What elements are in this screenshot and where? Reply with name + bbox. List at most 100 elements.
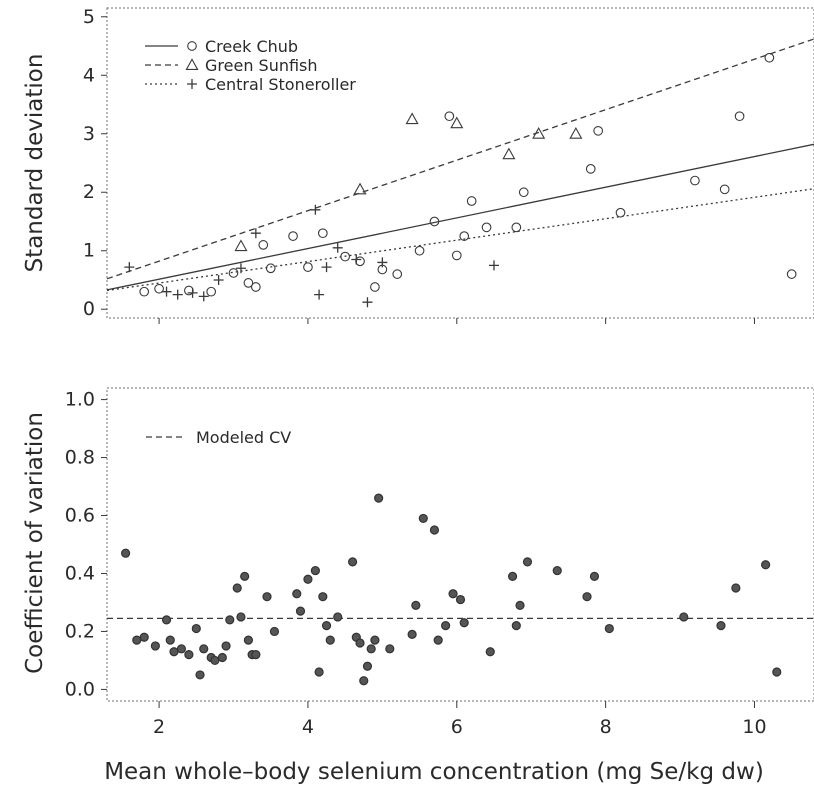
top-y-tick-label: 4 (83, 64, 95, 86)
cv-point (243, 635, 253, 645)
cv-point (217, 652, 227, 663)
cv-point (485, 647, 495, 657)
central-stoneroller-point (488, 260, 499, 271)
central-stoneroller-point (321, 262, 332, 273)
central-stoneroller-point (314, 289, 325, 300)
central-stoneroller-point (187, 287, 198, 298)
creek-chub-point (288, 231, 298, 241)
central-stoneroller-point (235, 263, 246, 274)
cv-point (191, 623, 201, 634)
cv-point (731, 583, 741, 593)
cv-point (292, 589, 302, 599)
cv-point (150, 641, 160, 651)
cv-point (507, 571, 518, 581)
creek-chub-point (786, 269, 797, 279)
top-plot-frame (106, 7, 814, 319)
cv-point (418, 513, 428, 524)
cv-point (295, 606, 306, 616)
cv-point (184, 650, 194, 660)
legend-marker-green-sunfish (185, 58, 199, 71)
creek-chub-point (459, 231, 470, 241)
cv-point (310, 565, 320, 576)
creek-chub-point (228, 268, 239, 278)
cv-point (251, 650, 261, 660)
cv-point (433, 635, 443, 645)
creek-chub-point (184, 285, 194, 296)
creek-chub-point (243, 278, 254, 288)
top-y-tick-label: 1 (83, 240, 95, 262)
cv-point (318, 592, 328, 602)
creek-chub-point (370, 282, 380, 292)
cv-point (176, 644, 187, 654)
bottom-y-ticks: 0.0 0.2 0.4 0.6 0.8 1.0 (65, 389, 107, 700)
top-x-ticks (158, 318, 755, 324)
creek-chub-point (154, 283, 164, 294)
central-stoneroller-point (213, 274, 224, 285)
cv-point (359, 676, 369, 686)
cv-point (448, 589, 458, 599)
cv-point (132, 635, 142, 645)
legend-label-central-stoneroller: Central Stoneroller (205, 75, 356, 94)
cv-point (429, 525, 440, 535)
cv-point (716, 621, 726, 631)
creek-chub-point (265, 263, 276, 274)
creek-chub-point (764, 52, 775, 63)
creek-chub-point (340, 251, 350, 262)
creek-chub-point (690, 175, 700, 186)
bottom-legend: Modeled CV (146, 428, 291, 447)
cv-point (236, 612, 246, 622)
x-tick-label: 8 (600, 716, 612, 738)
cv-point (232, 583, 242, 593)
bottom-y-tick-label: 0.6 (65, 505, 95, 527)
legend-label-modeled-cv: Modeled CV (196, 428, 291, 447)
x-tick-label: 4 (302, 716, 314, 738)
cv-point (325, 635, 335, 645)
cv-point (199, 644, 209, 654)
creek-chub-point (355, 256, 365, 267)
creek-chub-point (303, 262, 313, 272)
x-tick-label: 6 (451, 716, 463, 738)
creek-chub-point (139, 286, 150, 297)
cv-point (552, 565, 562, 576)
cv-point (225, 615, 235, 625)
creek-chub-point (451, 250, 462, 261)
panel-bottom: 0.0 0.2 0.4 0.6 0.8 1.0 2 4 6 8 10 Modeled CV Coe… (22, 387, 814, 785)
cv-point (262, 592, 272, 602)
cv-point (333, 612, 343, 622)
fit-line-central-stoneroller (106, 188, 814, 292)
central-stoneroller-point (310, 204, 321, 215)
green-sunfish-point (405, 112, 419, 125)
central-stoneroller-point (332, 242, 343, 253)
bottom-y-axis-title: Coefficient of variation (22, 412, 48, 674)
cv-point (169, 647, 179, 657)
bottom-plot-frame (106, 387, 814, 702)
top-y-tick-label: 3 (83, 123, 95, 145)
cv-point (210, 655, 220, 666)
cv-point (411, 600, 421, 610)
creek-chub-point (615, 207, 626, 218)
cv-point (515, 600, 525, 610)
central-stoneroller-point (377, 257, 388, 268)
bottom-y-tick-label: 0.4 (65, 562, 95, 584)
cv-point (459, 618, 469, 628)
cv-point (374, 493, 384, 503)
cv-point (139, 632, 149, 642)
cv-point (385, 644, 395, 654)
creek-chub-point (585, 163, 596, 174)
creek-chub-point (734, 111, 745, 122)
cv-point (221, 641, 231, 651)
top-y-tick-label: 5 (83, 6, 95, 28)
legend-marker-creek-chub (187, 41, 197, 51)
cv-point (362, 661, 373, 671)
cv-point (455, 594, 466, 605)
creek-chub-point (466, 196, 477, 206)
legend-label-green-sunfish: Green Sunfish (205, 56, 318, 75)
x-tick-label: 2 (153, 716, 165, 738)
creek-chub-point (429, 216, 440, 227)
bottom-y-tick-label: 0.8 (65, 447, 95, 469)
cv-point (161, 615, 172, 625)
top-y-tick-label: 0 (83, 298, 95, 320)
cv-point (589, 571, 600, 581)
